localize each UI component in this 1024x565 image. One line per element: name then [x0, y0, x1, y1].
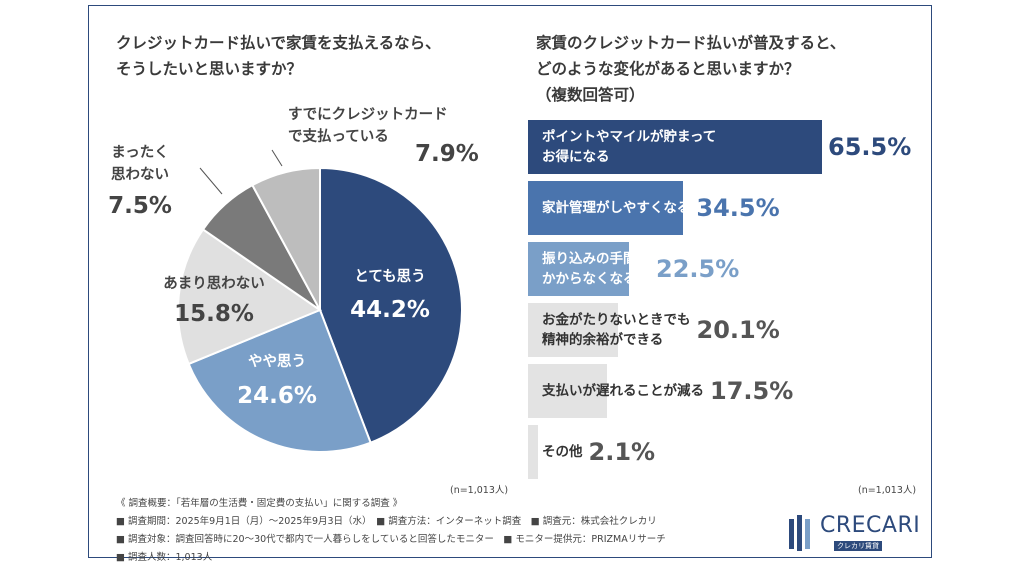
footer-survey-period: ■ 調査期間：2025年9月1日（月）〜2025年9月3日（水） ■ 調査方法：… — [116, 516, 657, 527]
bar-label-1: ポイントやマイルが貯まって お得になる — [542, 129, 717, 165]
pie-label-totemo: とても思う — [354, 269, 426, 285]
pie-label-yaya: やや思う — [248, 354, 306, 370]
pie-slice-amari — [177, 228, 323, 366]
pie-label-sudeni: すでにクレジットカード で支払っている — [288, 107, 448, 145]
footer-survey-count: ■ 調査人数：1,013人 — [116, 552, 213, 563]
bar-2 — [528, 181, 683, 235]
bar-value-1: 65.5% — [828, 133, 912, 161]
bar-4 — [528, 303, 618, 357]
bar-6 — [528, 425, 538, 479]
footer-survey-target: ■ 調査対象：調査回答時に20〜30代で都内で一人暮らしをしていると回答したモニ… — [116, 534, 666, 545]
pie-chart — [177, 166, 463, 453]
bar-value-3: 22.5% — [656, 255, 740, 283]
bar-1 — [528, 120, 822, 174]
bar-5 — [528, 364, 607, 418]
bar-value-4: 20.1% — [696, 316, 780, 344]
pie-sample-note: (n=1,013人) — [450, 485, 509, 496]
crecari-logo-icon — [789, 515, 810, 551]
bar-value-5: 17.5% — [710, 377, 794, 405]
pie-slice-sudeni — [251, 166, 321, 311]
bar-sample-note: (n=1,013人) — [858, 485, 917, 496]
bar-label-6: その他 — [542, 444, 583, 460]
bar-value-2: 34.5% — [696, 194, 780, 222]
bar-value-6: 2.1% — [588, 438, 656, 466]
pie-value-sudeni: 7.9% — [415, 141, 479, 167]
crecari-logo-text: CRECARI — [820, 513, 921, 538]
bar-label-2: 家計管理がしやすくなる — [542, 200, 691, 216]
pie-label-amari: あまり思わない — [163, 276, 265, 292]
bar-label-4: お金がたりないときでも 精神的余裕ができる — [542, 312, 691, 348]
crecari-logo-sub: クレカリ賃貸 — [834, 541, 882, 551]
bar-question-title: 家賃のクレジットカード払いが普及すると、 どのような変化があると思いますか？ （… — [536, 34, 846, 104]
bar-label-5: 支払いが遅れることが減る — [542, 383, 704, 399]
bar-label-3: 振り込みの手間が かからなくなる — [542, 251, 650, 287]
pie-value-mattaku: 7.5% — [108, 193, 172, 219]
pie-value-amari: 15.8% — [174, 301, 254, 327]
pie-slice-totemo — [319, 166, 463, 444]
pie-value-totemo: 44.2% — [350, 297, 430, 323]
pie-label-mattaku: まったく 思わない — [111, 145, 169, 183]
pie-question-title: クレジットカード払いで家賃を支払えるなら、 そうしたいと思いますか？ — [116, 34, 441, 78]
bar-3 — [528, 242, 629, 296]
footer-survey-title: 《 調査概要：「若年層の生活費・固定費の支払い」に関する調査 》 — [116, 498, 403, 509]
pie-value-yaya: 24.6% — [237, 383, 317, 409]
